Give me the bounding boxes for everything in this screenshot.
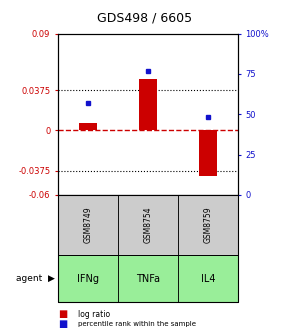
Text: ■: ■ bbox=[58, 309, 67, 319]
Text: GSM8754: GSM8754 bbox=[143, 207, 153, 244]
Text: percentile rank within the sample: percentile rank within the sample bbox=[78, 321, 196, 327]
Text: log ratio: log ratio bbox=[78, 310, 110, 319]
Bar bbox=[79, 123, 97, 130]
Text: GSM8759: GSM8759 bbox=[203, 207, 212, 244]
Text: GDS498 / 6605: GDS498 / 6605 bbox=[97, 12, 193, 25]
Text: TNFa: TNFa bbox=[136, 274, 160, 284]
Text: ■: ■ bbox=[58, 319, 67, 329]
Text: IL4: IL4 bbox=[201, 274, 215, 284]
Text: GSM8749: GSM8749 bbox=[84, 207, 93, 244]
Text: agent  ▶: agent ▶ bbox=[16, 275, 55, 283]
Bar bbox=[139, 79, 157, 130]
Text: IFNg: IFNg bbox=[77, 274, 99, 284]
Bar bbox=[199, 130, 217, 175]
